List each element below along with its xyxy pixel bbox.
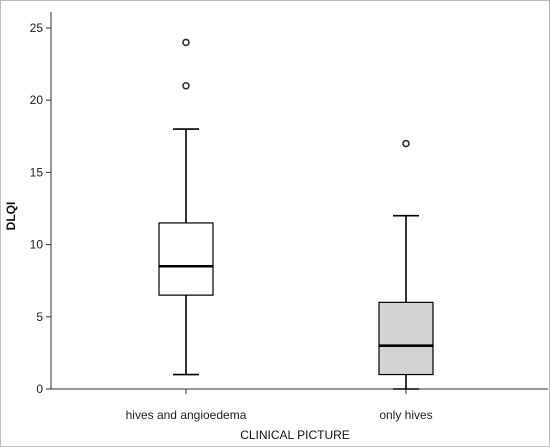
x-tick-label: only hives [379, 408, 432, 422]
iqr-box [378, 301, 434, 376]
y-axis-title: DLQI [4, 202, 18, 231]
outlier-point [182, 38, 190, 47]
x-tick-label: hives and angioedema [126, 408, 247, 422]
box-1 [158, 38, 214, 376]
y-tick-label: 15 [30, 165, 44, 179]
x-axis-title: CLINICAL PICTURE [240, 428, 350, 442]
box-2 [378, 139, 434, 390]
y-tick-label: 10 [30, 238, 44, 252]
outlier-point [402, 139, 410, 148]
y-tick-label: 0 [36, 382, 43, 396]
y-tick-label: 25 [30, 21, 44, 35]
outlier-point [182, 81, 190, 90]
iqr-box [158, 222, 214, 296]
y-tick-label: 20 [30, 93, 44, 107]
y-tick-label: 5 [36, 310, 43, 324]
